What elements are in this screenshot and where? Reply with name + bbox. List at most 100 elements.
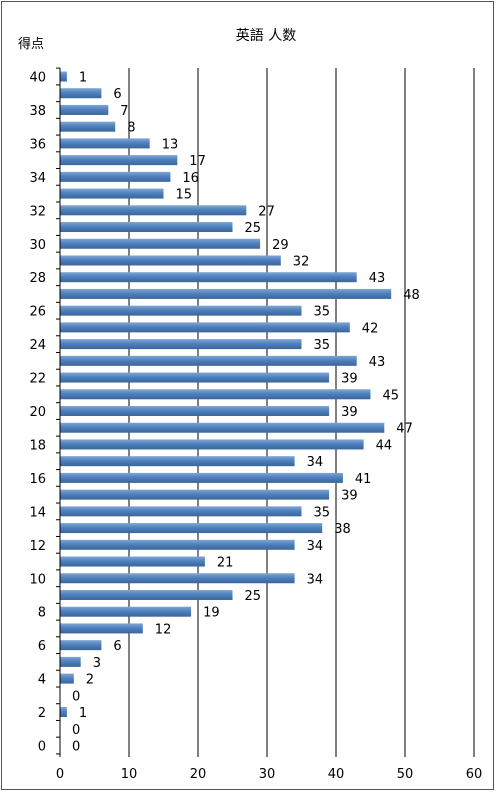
y-tick-label: 4 [38, 673, 46, 688]
data-label: 34 [307, 455, 324, 470]
bar [60, 606, 192, 617]
bar [60, 305, 302, 316]
data-label: 13 [162, 137, 179, 152]
bar [60, 171, 171, 182]
x-tick-label: 0 [56, 767, 64, 782]
y-tick-label: 12 [29, 539, 46, 554]
data-label: 45 [383, 388, 400, 403]
y-tick-label: 18 [29, 438, 46, 453]
bar [60, 506, 302, 517]
bar [60, 288, 392, 299]
bar [60, 104, 109, 115]
bar [60, 523, 323, 534]
bar [60, 406, 330, 416]
bar [60, 556, 205, 567]
bar [60, 623, 143, 634]
data-label: 35 [314, 505, 331, 520]
data-label: 41 [355, 472, 372, 487]
data-label: 43 [369, 271, 386, 286]
data-label: 34 [307, 539, 324, 554]
x-tick-label: 60 [466, 767, 483, 782]
bar [60, 640, 102, 651]
bar [60, 439, 364, 450]
bar [60, 707, 67, 718]
y-tick-label: 24 [29, 338, 46, 353]
bar [60, 589, 233, 600]
y-tick-label: 26 [29, 305, 46, 320]
data-label: 48 [403, 288, 420, 303]
bar [60, 138, 150, 149]
y-tick-label: 2 [38, 706, 46, 721]
bar [60, 355, 357, 366]
data-label: 8 [127, 121, 135, 136]
y-tick-label: 32 [29, 204, 46, 219]
bar [60, 539, 295, 550]
bar [60, 389, 371, 400]
x-tick-label: 20 [190, 767, 207, 782]
data-label: 3 [93, 656, 101, 671]
x-tick-label: 50 [397, 767, 414, 782]
bars [60, 71, 392, 718]
bar [60, 272, 357, 283]
y-tick-label: 16 [29, 472, 46, 487]
data-label: 6 [113, 87, 121, 102]
y-tick-label: 34 [29, 171, 46, 186]
data-label: 0 [72, 723, 80, 738]
data-label: 39 [341, 489, 358, 504]
data-label: 39 [341, 372, 358, 387]
y-tick-label: 40 [29, 71, 46, 86]
data-label: 47 [396, 422, 413, 437]
y-tick-label: 22 [29, 372, 46, 387]
y-tick-label: 0 [38, 740, 46, 755]
data-label: 43 [369, 355, 386, 370]
y-tick-label: 8 [38, 606, 46, 621]
y-tick-label: 14 [29, 505, 46, 520]
data-label: 0 [72, 689, 80, 704]
data-label: 29 [272, 238, 289, 253]
data-label: 34 [307, 572, 324, 587]
bar [60, 255, 281, 266]
data-labels: 1678131716152725293243483542354339453947… [72, 71, 420, 755]
data-label: 1 [79, 71, 87, 86]
data-label: 32 [293, 254, 310, 269]
bar [60, 121, 116, 132]
y-tick-label: 36 [29, 137, 46, 152]
data-label: 38 [334, 522, 351, 537]
x-tick-label: 30 [259, 767, 276, 782]
bar [60, 155, 178, 166]
chart-title: 英語 人数 [236, 27, 296, 44]
data-label: 42 [362, 321, 379, 336]
bar [60, 188, 164, 199]
bar [60, 673, 74, 684]
y-tick-label: 28 [29, 271, 46, 286]
data-label: 0 [72, 740, 80, 755]
data-label: 12 [155, 622, 172, 637]
y-axis-label: 得点 [18, 36, 44, 52]
data-label: 35 [314, 305, 331, 320]
y-tick-label: 20 [29, 405, 46, 420]
y-tick-label: 10 [29, 572, 46, 587]
data-label: 15 [176, 188, 193, 203]
bar [60, 489, 330, 500]
data-label: 25 [245, 221, 262, 236]
data-label: 25 [245, 589, 262, 604]
bar [60, 573, 295, 584]
bar [60, 472, 343, 483]
bar [60, 422, 385, 433]
data-label: 16 [182, 171, 199, 186]
data-label: 7 [120, 104, 128, 119]
data-label: 2 [86, 673, 94, 688]
y-tick-label: 30 [29, 238, 46, 253]
bar [60, 71, 67, 82]
bar [60, 339, 302, 350]
bar [60, 205, 247, 216]
data-label: 1 [79, 706, 87, 721]
data-label: 27 [258, 204, 275, 219]
x-tick-labels: 0 10 20 30 40 50 60 [56, 753, 482, 782]
data-label: 39 [341, 405, 358, 420]
x-tick-label: 10 [121, 767, 138, 782]
bar [60, 656, 81, 667]
